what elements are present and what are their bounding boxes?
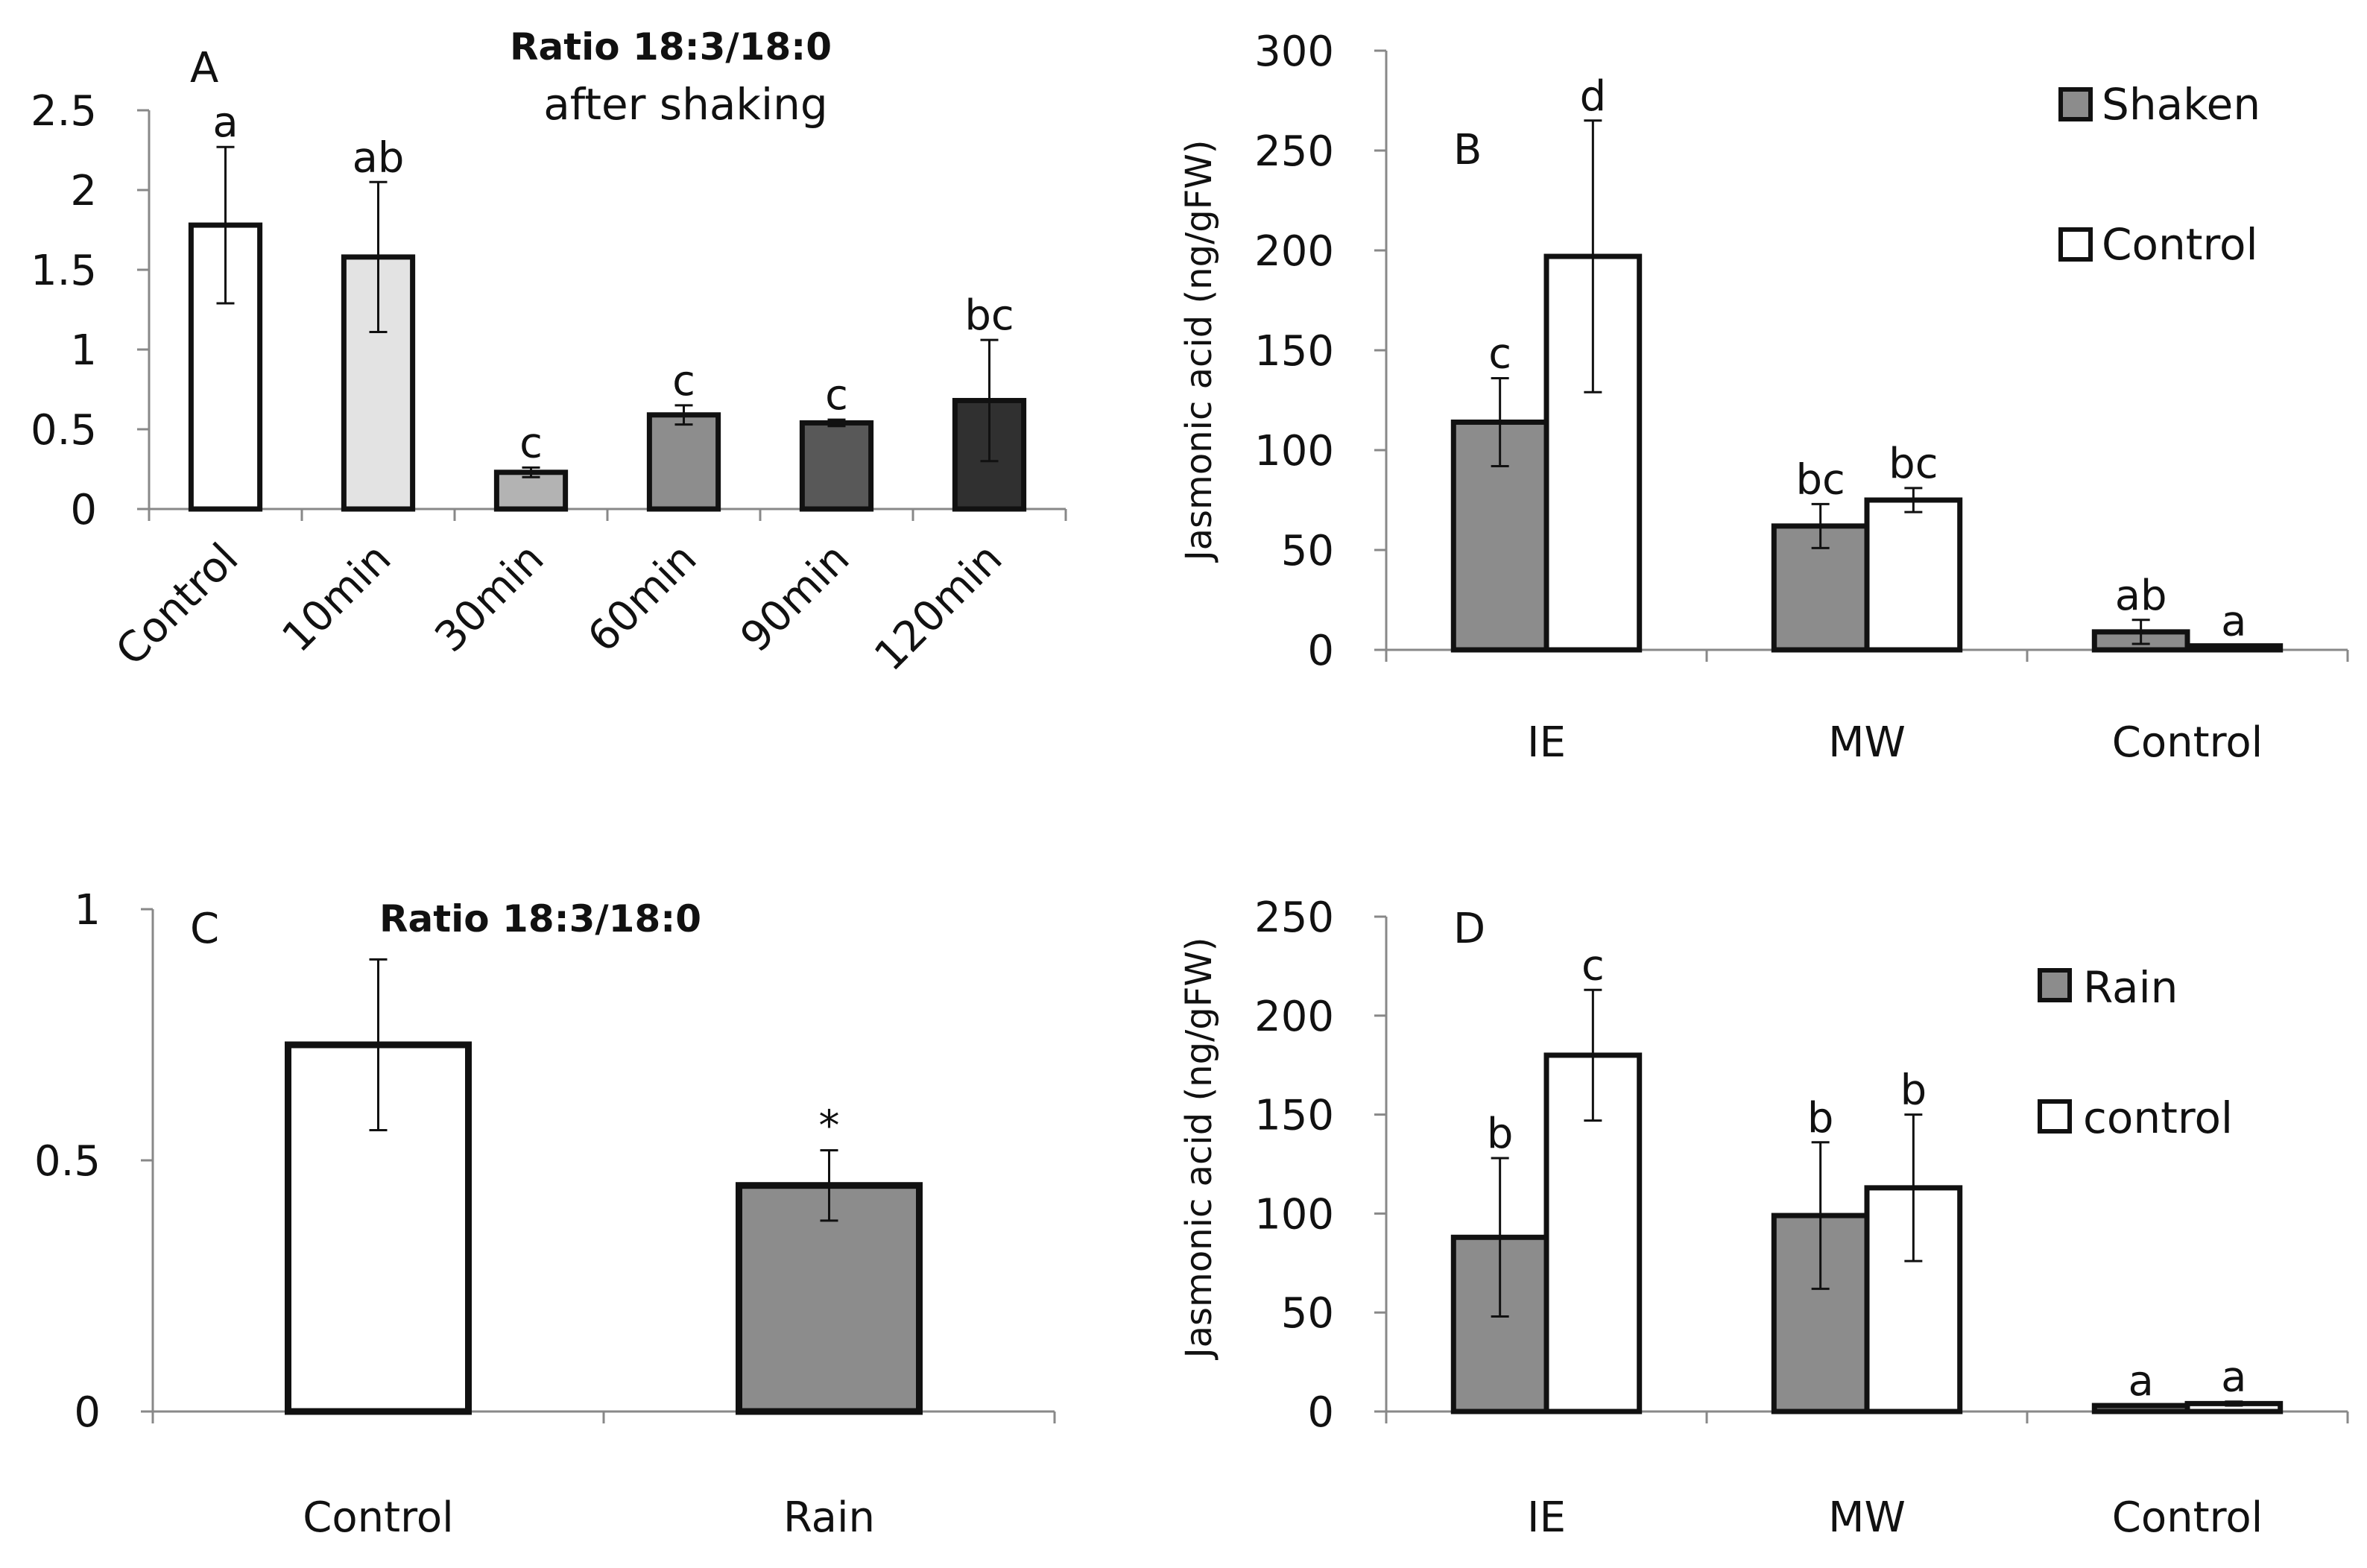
legend-label-control: Control <box>2102 219 2258 270</box>
x-tick-label: Rain <box>783 1493 875 1542</box>
significance-letter: bc <box>1889 440 1938 488</box>
y-tick-label: 0.5 <box>31 406 97 455</box>
bar <box>736 1182 923 1415</box>
panel-a-marks: 0 0.5 1 1.5 2 2.5 a Control ab 10min c 30min c 60min c… <box>31 87 1067 680</box>
panel-a-chart: A Ratio 18:3/18:0 after shaking 0 0.5 1 1.5… <box>31 25 1067 680</box>
y-tick-label: 200 <box>1254 993 1334 1041</box>
x-tick-label: 60min <box>578 534 706 662</box>
x-tick-label: Control <box>2112 1493 2263 1542</box>
x-tick-label: 90min <box>731 534 859 662</box>
x-tick-label: Control <box>107 534 247 675</box>
legend-label-control-d: control <box>2083 1093 2233 1143</box>
legend-label-shaken: Shaken <box>2102 79 2260 130</box>
panel-b-y-axis-label: Jasmonic acid (ng/gFW) <box>1178 139 1220 563</box>
significance-letter: a <box>2221 598 2246 646</box>
legend-swatch-shaken <box>2058 87 2093 121</box>
legend-swatch-control-d <box>2038 1099 2072 1134</box>
bar <box>2091 1403 2190 1414</box>
y-tick-label: 0 <box>1307 1388 1334 1437</box>
x-tick-label: IE <box>1527 718 1566 767</box>
significance-letter: b <box>1487 1110 1514 1158</box>
panel-a-title: Ratio 18:3/18:0 <box>510 25 832 69</box>
significance-letter: b <box>1807 1094 1834 1142</box>
significance-letter: d <box>1580 72 1607 121</box>
significance-letter: c <box>1581 941 1605 990</box>
panel-d-chart: D Jasmonic acid (ng/gFW) 0 50 100 150 200 250… <box>1178 894 2349 1542</box>
panel-c-chart: C Ratio 18:3/18:0 0 0.5 1 Control * Rain <box>34 886 1056 1542</box>
y-tick-label: 200 <box>1254 227 1334 276</box>
panel-b-letter: B <box>1453 126 1482 174</box>
y-tick-label: 50 <box>1281 1289 1334 1338</box>
y-tick-label: 0 <box>74 1388 101 1437</box>
x-tick-label: 10min <box>273 534 400 662</box>
panel-a-letter: A <box>190 44 218 92</box>
panel-d-legend: Rain control <box>2038 962 2233 1143</box>
significance-letter: ab <box>353 133 405 182</box>
panel-d-marks: 0 50 100 150 200 250 b c IE b b MW a a Control <box>1254 894 2349 1542</box>
x-tick-label: IE <box>1527 1493 1566 1542</box>
legend-swatch-rain <box>2038 968 2072 1002</box>
legend-label-rain: Rain <box>2083 962 2178 1013</box>
x-tick-label: 30min <box>426 534 553 662</box>
panel-d-y-axis-label: Jasmonic acid (ng/gFW) <box>1178 937 1220 1360</box>
significance-letter: a <box>2221 1353 2246 1402</box>
y-tick-label: 2 <box>70 167 97 215</box>
panel-d-letter: D <box>1453 905 1485 953</box>
panel-c-letter: C <box>190 905 219 953</box>
bar <box>1864 497 1963 653</box>
x-tick-label: Control <box>2112 718 2263 767</box>
significance-letter: c <box>519 419 543 467</box>
bar <box>646 412 721 512</box>
y-tick-label: 50 <box>1281 527 1334 575</box>
y-tick-label: 150 <box>1254 327 1334 376</box>
panel-a-subtitle: after shaking <box>543 79 827 130</box>
significance-letter: bc <box>1795 455 1845 504</box>
y-tick-label: 0.5 <box>34 1137 101 1186</box>
bar <box>2184 643 2284 653</box>
panel-c-marks: 0 0.5 1 Control * Rain <box>34 886 1056 1542</box>
y-tick-label: 1 <box>74 886 101 935</box>
x-tick-label: Control <box>303 1493 453 1542</box>
y-tick-label: 1.5 <box>31 247 97 295</box>
significance-letter: b <box>1900 1066 1927 1115</box>
x-tick-label: MW <box>1828 718 1906 767</box>
y-tick-label: 1 <box>70 326 97 375</box>
bar <box>799 420 874 512</box>
y-tick-label: 2.5 <box>31 87 97 136</box>
significance-letter: c <box>825 371 848 420</box>
bar <box>1543 1052 1643 1414</box>
significance-letter: a <box>2128 1357 2153 1406</box>
x-tick-label: 120min <box>865 534 1011 680</box>
panel-c-title: Ratio 18:3/18:0 <box>379 897 701 941</box>
y-tick-label: 100 <box>1254 1190 1334 1239</box>
y-tick-label: 150 <box>1254 1092 1334 1140</box>
y-tick-label: 300 <box>1254 28 1334 76</box>
significance-letter: a <box>212 98 238 147</box>
y-tick-label: 100 <box>1254 427 1334 475</box>
legend-swatch-control <box>2058 227 2093 262</box>
significance-letter: ab <box>2115 572 2167 620</box>
significance-letter: bc <box>964 291 1014 340</box>
significance-letter: c <box>672 357 695 405</box>
y-tick-label: 250 <box>1254 127 1334 176</box>
significance-letter: c <box>1488 330 1511 379</box>
x-tick-label: MW <box>1828 1493 1906 1542</box>
significance-letter: * <box>819 1102 840 1151</box>
y-tick-label: 0 <box>1307 627 1334 675</box>
panel-b-legend: Shaken Control <box>2058 79 2260 270</box>
y-tick-label: 0 <box>70 486 97 534</box>
panel-b-chart: B Jasmonic acid (ng/gFW) 0 50 100 150 200 250… <box>1178 28 2349 767</box>
y-tick-label: 250 <box>1254 894 1334 942</box>
panel-b-marks: 0 50 100 150 200 250 300 c d IE bc bc MW ab a Control <box>1254 28 2349 767</box>
